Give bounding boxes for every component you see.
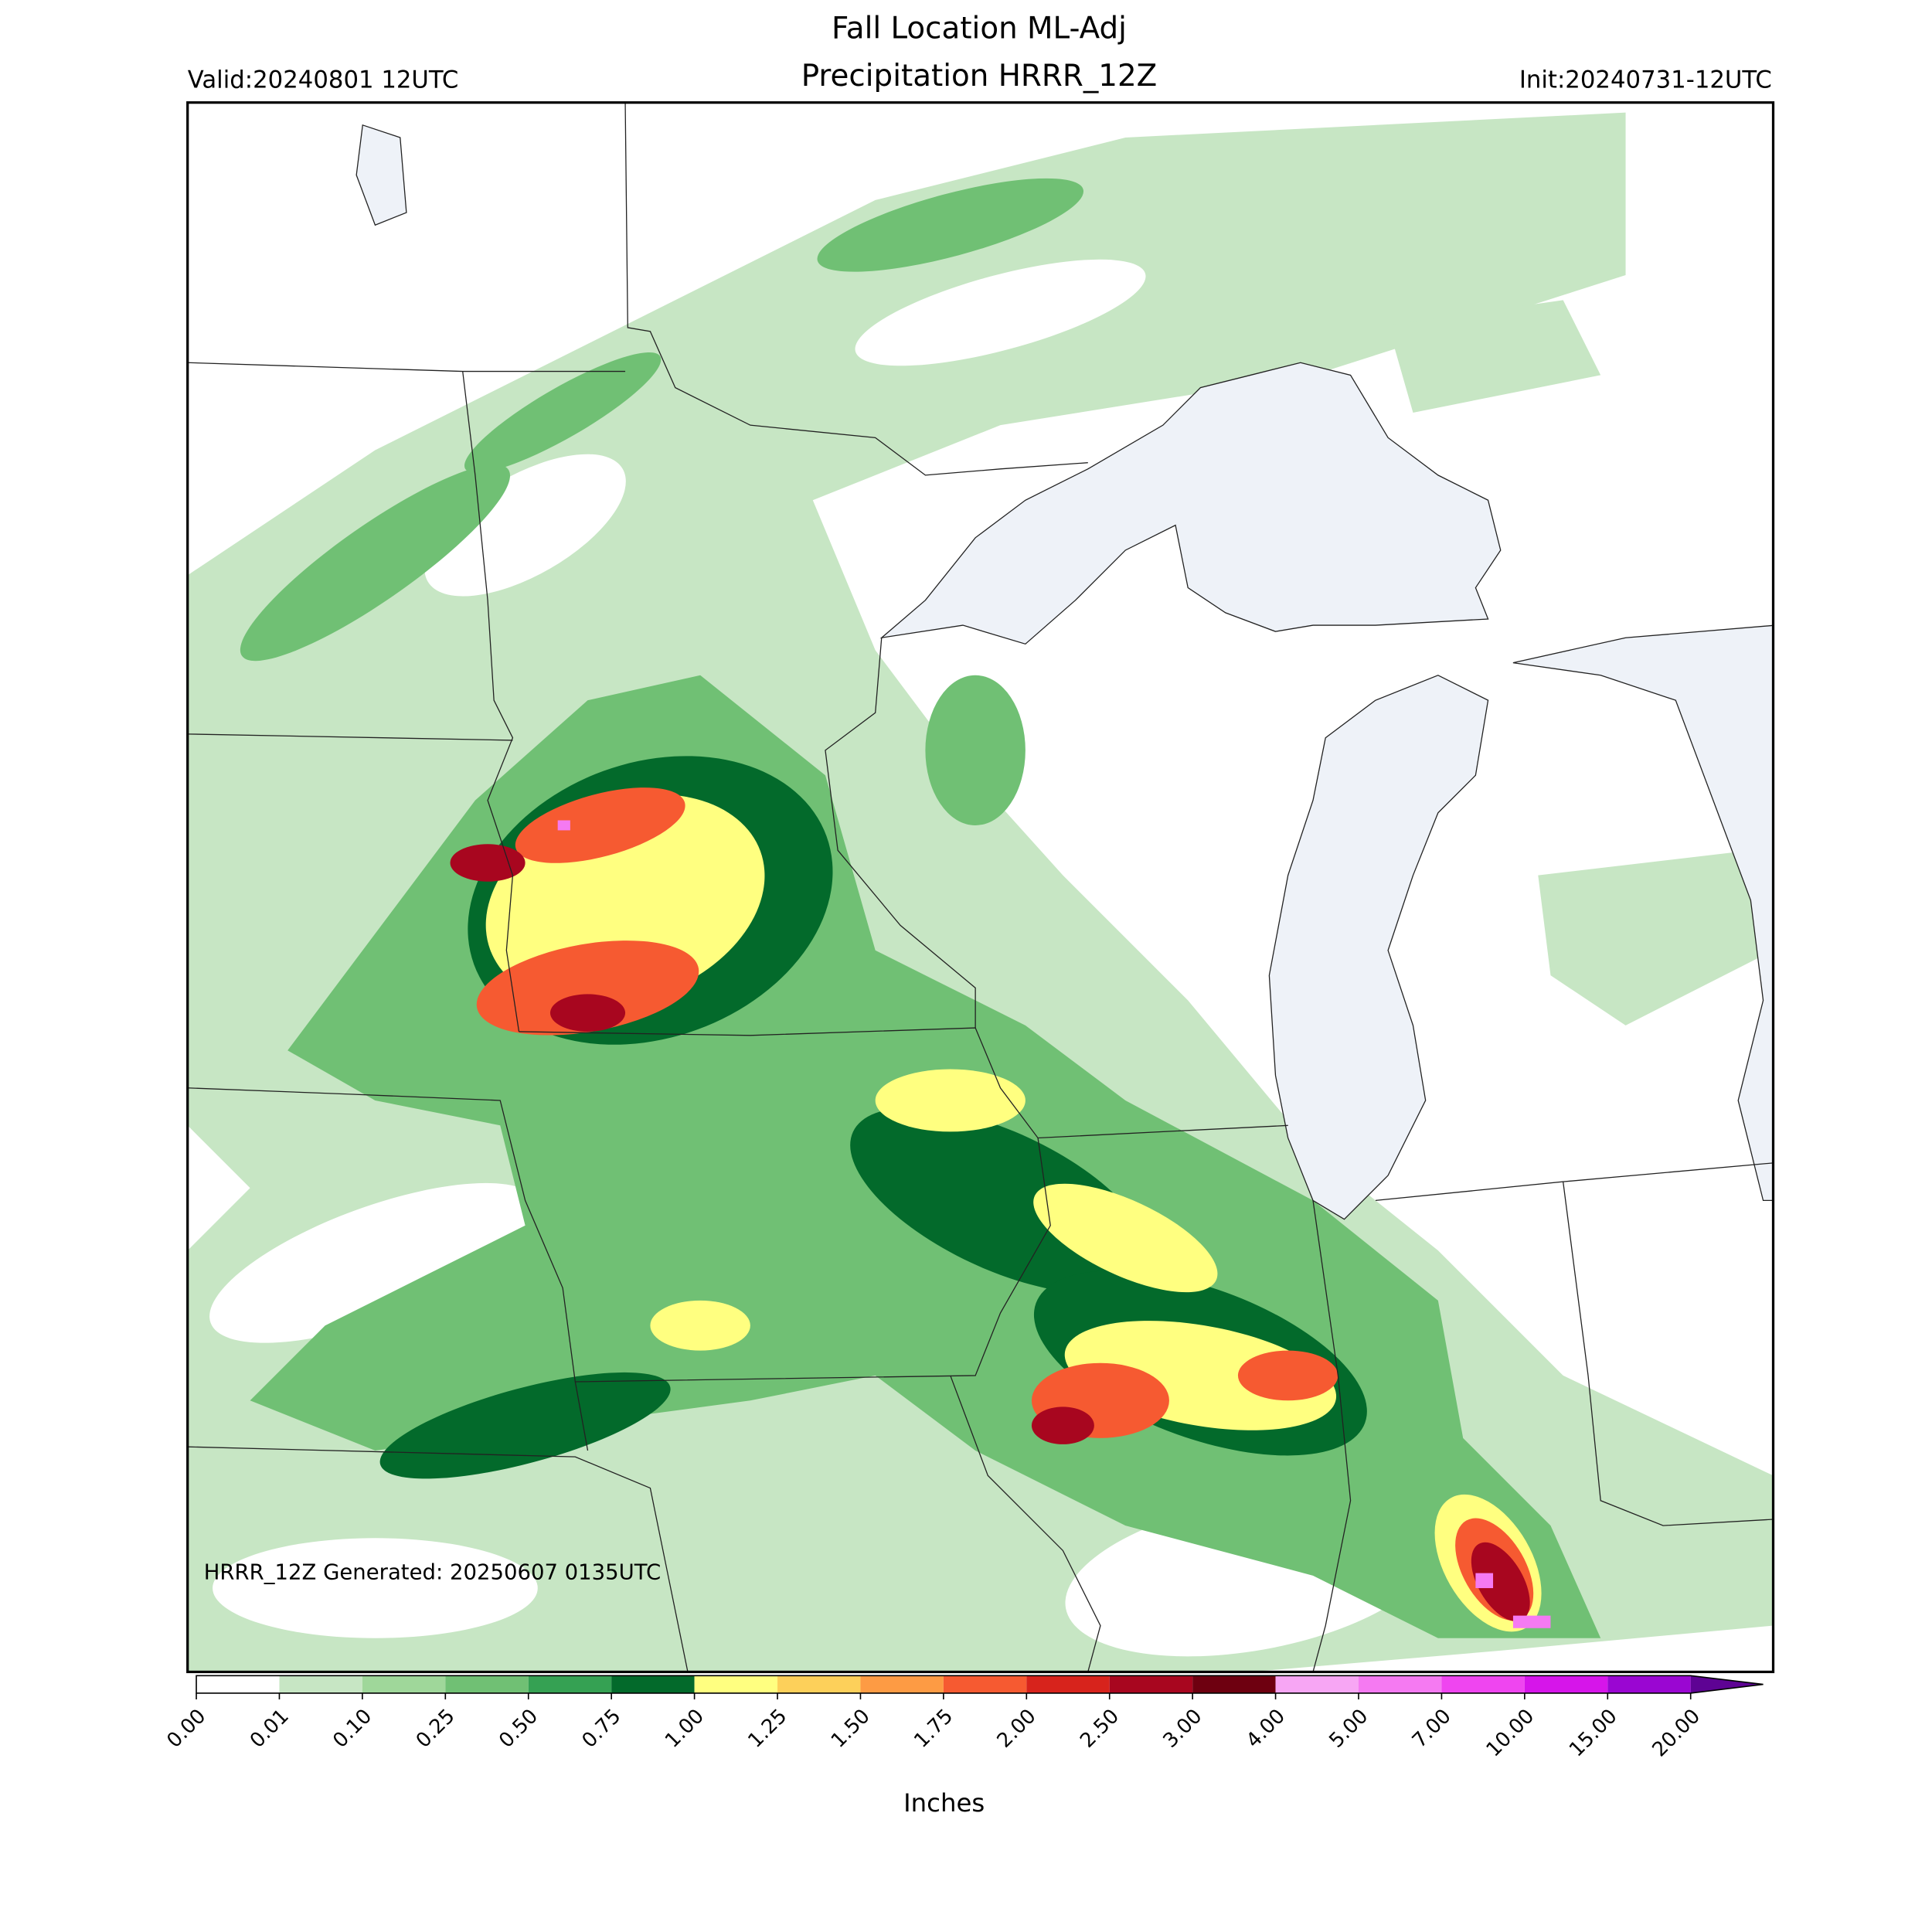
colorbar-tick-label: 2.00 [993, 1705, 1041, 1753]
title: Precipitation HRRR_12Z [801, 59, 1158, 94]
colorbar-label: Inches [903, 1788, 985, 1818]
colorbar-tick-label: 0.25 [412, 1705, 460, 1753]
lake-superior [879, 362, 1502, 645]
colorbar-swatch [528, 1675, 612, 1693]
colorbar-swatch [943, 1675, 1027, 1693]
colorbar-tick-label: 2.50 [1076, 1705, 1124, 1753]
colorbar-tick-label: 7.00 [1408, 1705, 1456, 1753]
colorbar-swatch [1607, 1675, 1691, 1693]
title: Fall Location ML-Adj [832, 11, 1127, 46]
colorbar-swatch [611, 1675, 695, 1693]
lake-huron [1512, 624, 1774, 1202]
colorbar-swatch [445, 1675, 529, 1693]
valid-time: Valid:20240801 12UTC [188, 66, 459, 94]
colorbar-tick-label: 15.00 [1565, 1705, 1622, 1762]
map [186, 101, 1775, 1674]
colorbar-swatch [196, 1675, 280, 1693]
colorbar-swatch [1026, 1675, 1110, 1693]
colorbar-swatch [1359, 1675, 1442, 1693]
colorbar-outline [196, 1675, 1764, 1694]
precip-red [476, 787, 1534, 1621]
precip-pink [557, 820, 1551, 1628]
colorbar-tick-label: 0.01 [246, 1705, 294, 1753]
colorbar-swatch [694, 1675, 778, 1693]
colorbar-tick-label: 0.00 [162, 1705, 210, 1753]
colorbar-swatch [777, 1675, 861, 1693]
colorbar-tick-label: 3.00 [1159, 1705, 1207, 1753]
colorbar-tick-label: 20.00 [1648, 1705, 1705, 1762]
borders [187, 102, 1774, 1672]
map-frame [186, 101, 1775, 1674]
colorbar-tick-label: 0.75 [578, 1705, 626, 1753]
colorbar-swatch [279, 1675, 362, 1693]
colorbar-tick-label: 1.75 [910, 1705, 957, 1753]
colorbar-tick-label: 0.10 [328, 1705, 376, 1753]
colorbar-swatch [1109, 1675, 1193, 1693]
lake-michigan [1268, 675, 1489, 1220]
precip-darkred [450, 844, 1530, 1622]
colorbar-tick-label: 0.50 [495, 1705, 543, 1753]
colorbar-swatch [1192, 1675, 1276, 1693]
colorbar-tick-label: 1.25 [743, 1705, 791, 1753]
colorbar-swatch [1524, 1675, 1608, 1693]
colorbar-swatch [860, 1675, 944, 1693]
colorbar-swatch [362, 1675, 446, 1693]
colorbar-swatch [1275, 1675, 1359, 1693]
colorbar-extension [1690, 1675, 1764, 1693]
colorbar: 0.00 0.01 0.10 0.25 0.50 0.75 1.00 1.25 1.50 1.75… [162, 1675, 1764, 1762]
colorbar-tick-label: 1.50 [827, 1705, 875, 1753]
lake-winnipeg [355, 124, 407, 226]
colorbar-tick-label: 10.00 [1482, 1705, 1539, 1762]
colorbar-swatch [1441, 1675, 1525, 1693]
init-time: Init:20240731-12UTC [1519, 66, 1772, 94]
colorbar-tick-label: 5.00 [1325, 1705, 1372, 1753]
colorbar-tick-label: 1.00 [661, 1705, 709, 1753]
colorbar-tick-label: 4.00 [1242, 1705, 1290, 1753]
annotation: HRRR_12Z Generated: 20250607 0135UTC [204, 1560, 661, 1585]
